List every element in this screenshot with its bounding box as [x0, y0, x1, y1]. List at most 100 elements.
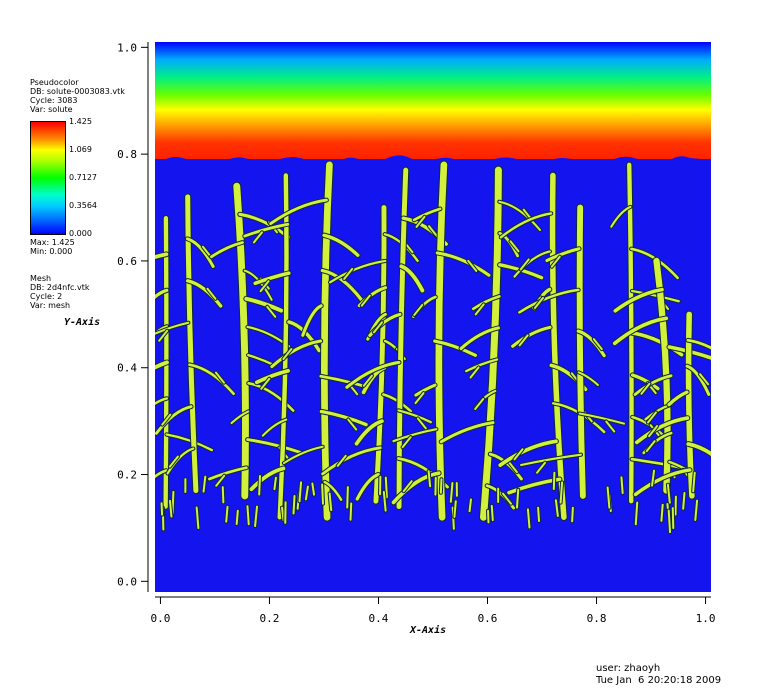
dendrite-branch	[435, 251, 491, 277]
legend-pseudocolor-var: Var: solute	[30, 105, 73, 114]
dendrite-branch	[261, 418, 288, 437]
dendrite-branch	[576, 204, 586, 499]
legend-pseudocolor-db: DB: solute-0003083.vtk	[30, 87, 125, 96]
dendrite-branch	[277, 173, 289, 520]
dendrite-branch	[666, 483, 671, 504]
dendrite-branch	[536, 461, 547, 474]
dendrite-branch	[507, 461, 518, 474]
colorbar-tick-0: 1.425	[69, 117, 92, 126]
dendrite-edge	[142, 298, 150, 308]
dendrite-branch	[142, 298, 150, 308]
dendrite-branch	[362, 374, 373, 387]
dendrite-branch	[571, 506, 574, 523]
dendrite-branch	[246, 438, 303, 454]
x-tick-label-4: 0.8	[587, 612, 607, 625]
dendrite-branch	[620, 476, 624, 495]
dendrite-branch	[606, 486, 611, 509]
legend-pseudocolor-title: Pseudocolor	[30, 78, 79, 87]
dendrite-branch	[252, 231, 263, 244]
dendrite-branch	[273, 476, 277, 491]
dendrite-branch	[610, 205, 632, 228]
y-tick-label-0: 0.0	[117, 575, 137, 588]
dendrite-branch	[304, 485, 309, 501]
dendrite-branch	[247, 382, 295, 412]
dendrite-branch	[360, 294, 371, 307]
dendrite-branch	[343, 267, 354, 280]
dendrite-branch	[259, 280, 270, 293]
dendrite-branch	[413, 303, 424, 316]
dendrite-branch	[225, 505, 229, 523]
dendrite-branch	[392, 428, 438, 443]
dendrite-branch	[185, 237, 215, 268]
dendrite-branch	[559, 481, 564, 504]
legend-pseudocolor: Pseudocolor DB: solute-0003083.vtk Cycle…	[30, 78, 125, 114]
dendrite-branch	[155, 405, 193, 435]
dendrite-branch	[694, 499, 699, 522]
x-tick-label-3: 0.6	[478, 612, 498, 625]
y-tick-label-4: 0.8	[117, 148, 137, 161]
dendrite-branch	[576, 329, 606, 358]
dendrite-branch	[433, 339, 477, 357]
dendrite-branch	[467, 259, 478, 272]
dendrite-branch	[416, 417, 427, 430]
dendrite-branch	[667, 509, 672, 534]
dendrite-branch	[577, 371, 599, 386]
dendrite-branch	[397, 409, 432, 424]
dendrite-branch	[328, 492, 333, 512]
solute-band	[155, 42, 711, 159]
legend-mesh-var: Var: mesh	[30, 301, 71, 310]
dendrite-branch	[414, 383, 437, 397]
dendrite-branch	[246, 505, 250, 526]
dendrite-branch	[355, 472, 380, 501]
dendrite-branch	[214, 371, 225, 384]
dendrite-branch	[155, 360, 169, 370]
dendrite-branch	[427, 470, 432, 488]
dendrite-branch	[449, 481, 454, 503]
dendrite-branch	[282, 348, 293, 361]
legend-min: Min: 0.000	[30, 247, 73, 256]
dendrite-branch	[215, 474, 226, 487]
dendrite-branch	[592, 338, 603, 351]
dendrite-branch	[195, 506, 200, 530]
colorbar-tick-3: 0.3564	[69, 201, 97, 210]
dendrite-branch	[518, 334, 529, 347]
dendrite-branch	[244, 296, 284, 313]
dendrite-branch	[235, 509, 239, 526]
dendrite-branch	[474, 398, 485, 411]
x-tick-label-2: 0.4	[369, 612, 389, 625]
dendrite-branch	[471, 295, 501, 311]
dendrite-branch	[329, 259, 387, 284]
dendrite-branch	[336, 454, 347, 467]
dendrite-branch	[682, 492, 686, 510]
dendrite-branch	[511, 325, 552, 348]
dendrite-branch	[513, 250, 551, 278]
dendrite-branch	[518, 288, 580, 314]
dendrite-branch	[613, 287, 664, 313]
dendrite-branch	[208, 466, 248, 481]
dendrite-branch	[292, 495, 296, 515]
legend-mesh-title: Mesh	[30, 274, 52, 283]
dendrite-branch	[155, 288, 169, 300]
y-tick-label-1: 0.2	[117, 469, 137, 482]
dendrite-branch	[692, 471, 696, 493]
dendrite-branch	[399, 264, 425, 293]
dendrite-branch	[630, 289, 680, 303]
x-tick-label-5: 1.0	[696, 612, 716, 625]
footer: user: zhaoyh Tue Jan 6 20:20:18 2009	[596, 663, 721, 687]
dendrite-branch	[202, 475, 207, 493]
dendrite-branch	[230, 410, 250, 425]
dendrite-edge	[138, 406, 146, 416]
dendrite-branch	[233, 182, 249, 500]
dendrite-branch	[373, 205, 387, 504]
dendrite-branch	[253, 271, 291, 286]
dendrite-branch	[646, 411, 657, 424]
x-axis: 0.0 0.2 0.4 0.6 0.8 1.0	[151, 596, 716, 625]
dendrite-branch	[402, 480, 413, 493]
colorbar-tick-4: 0.000	[69, 229, 92, 238]
dendrite-branch	[498, 200, 541, 232]
dendrite-branch	[498, 439, 558, 467]
dendrite-branch	[322, 233, 360, 257]
dendrite-branch	[319, 409, 368, 427]
dendrite-branch	[509, 240, 520, 253]
dendrite-branch	[282, 445, 324, 465]
